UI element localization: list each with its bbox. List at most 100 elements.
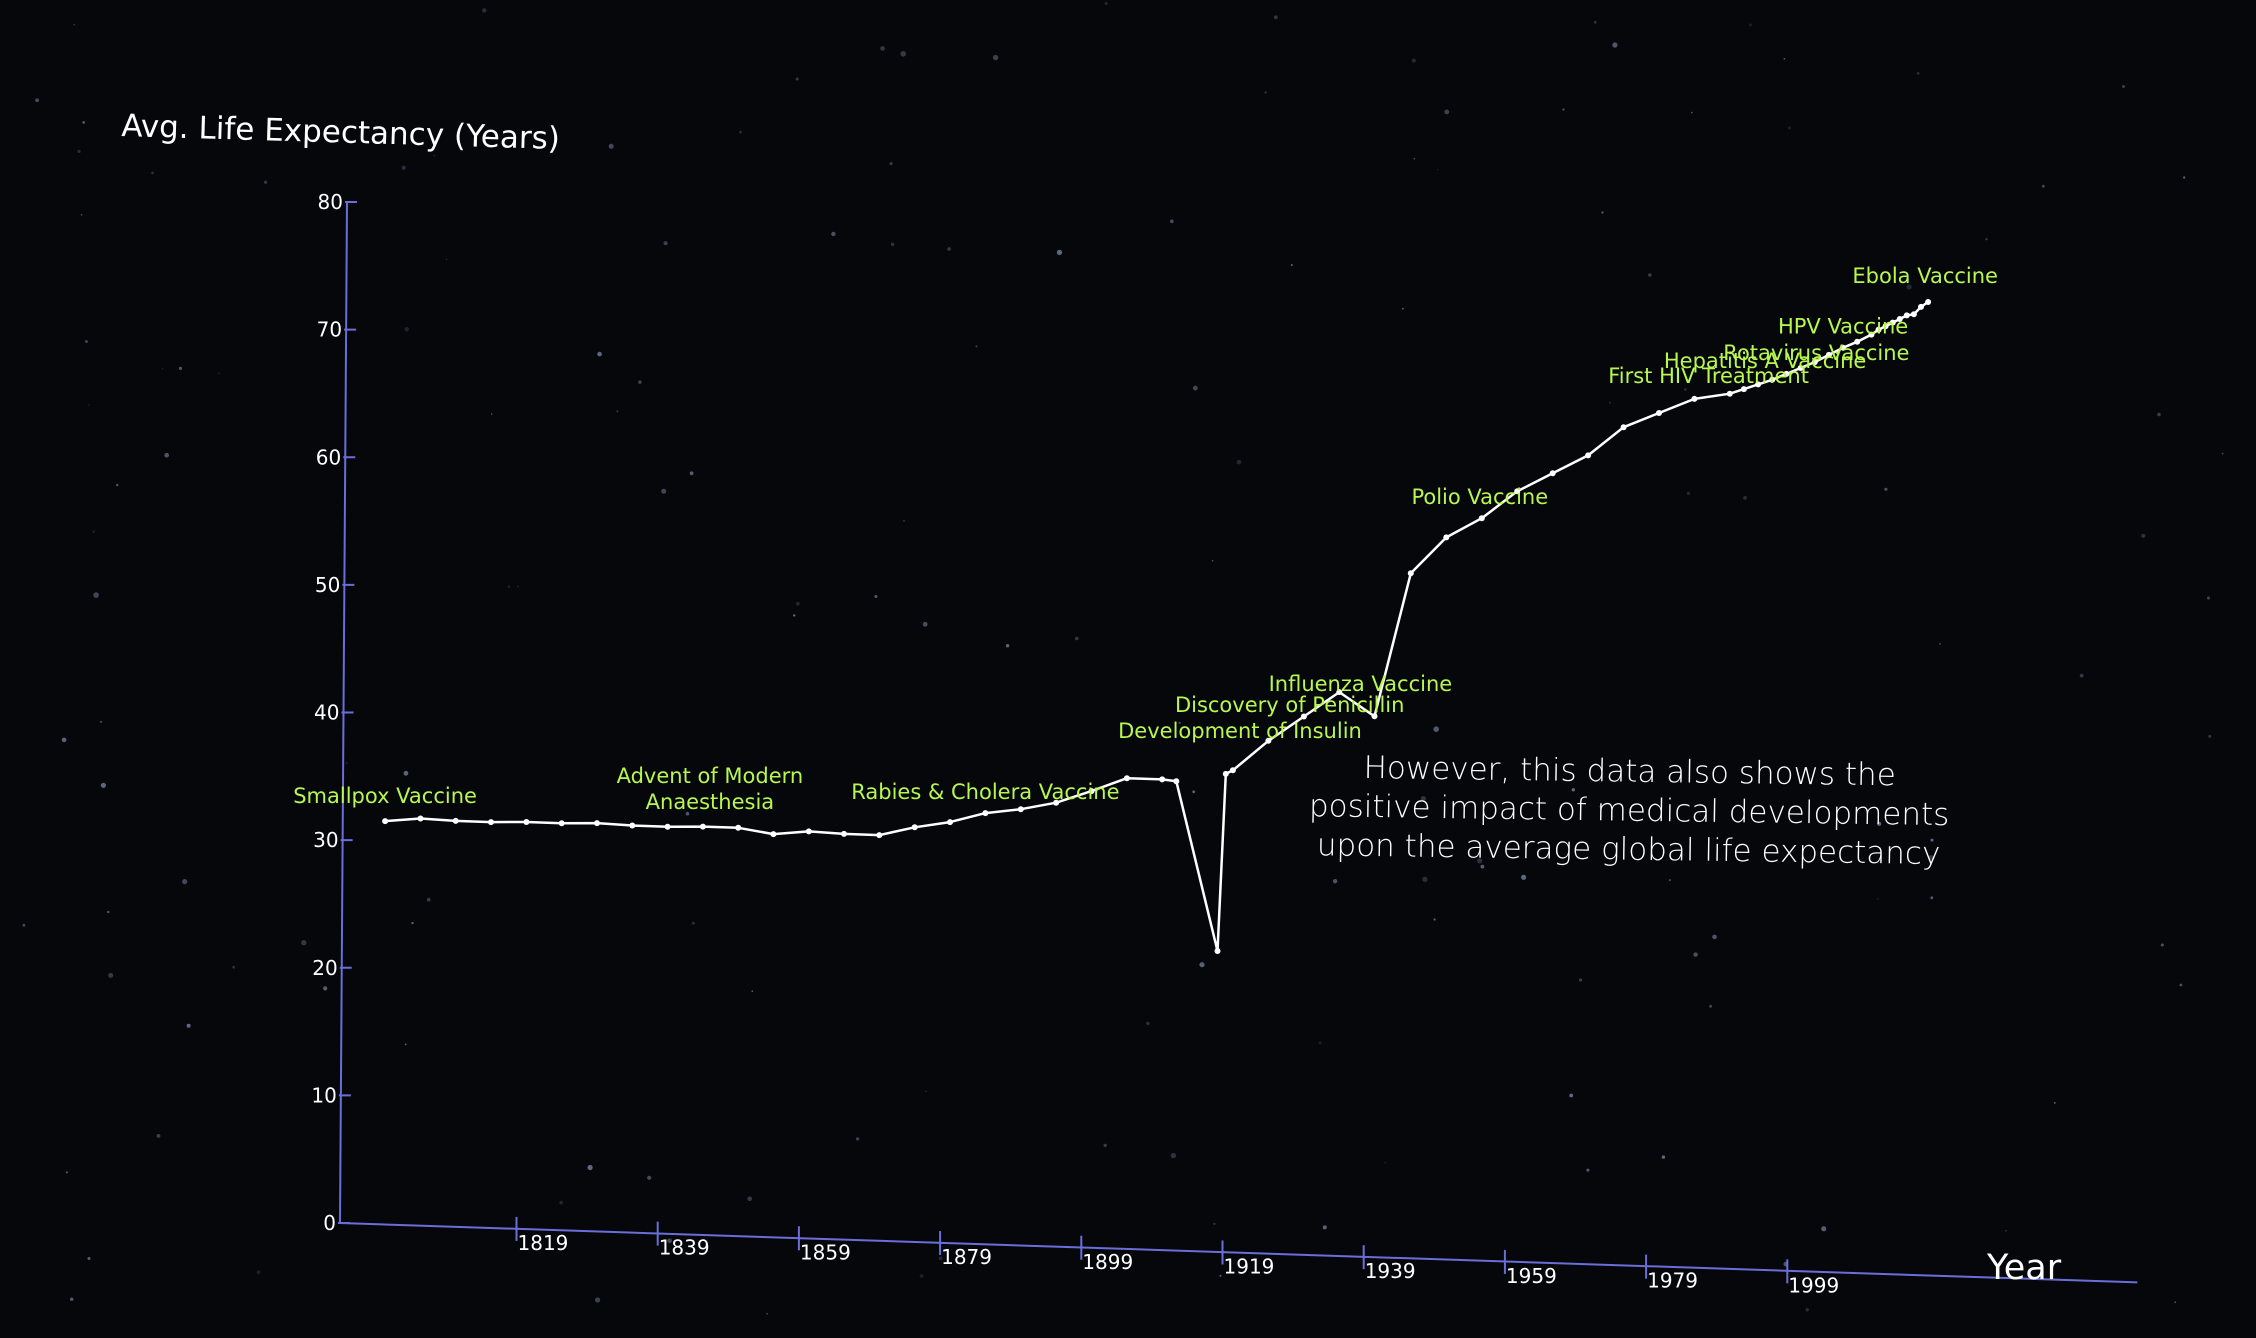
data-point: [1407, 570, 1414, 577]
data-point: [1889, 319, 1896, 326]
star-dot: [922, 621, 928, 627]
milestone-label-line: Development of Insulin: [1118, 719, 1362, 743]
star-dot: [411, 921, 414, 925]
star-dot: [689, 471, 694, 476]
star-dot: [1709, 1004, 1713, 1008]
milestone-label: Rabies & Cholera Vaccine: [851, 780, 1119, 804]
star-dot: [1749, 23, 1752, 27]
star-dot: [2157, 412, 2161, 417]
star-dot: [161, 368, 164, 370]
star-dot: [2141, 533, 2146, 539]
star-dot: [1598, 805, 1601, 808]
star-dot: [1075, 636, 1079, 641]
y-tick-label: 40: [314, 701, 339, 725]
star-dot: [301, 940, 307, 946]
data-point: [558, 820, 565, 827]
star-dot: [1104, 2, 1108, 5]
milestone-label-line: First HIV Treatment: [1608, 364, 1809, 388]
star-dot: [1691, 111, 1693, 114]
data-point: [1783, 370, 1790, 377]
milestone-label-line: Ebola Vaccine: [1852, 264, 1998, 288]
data-point: [1691, 395, 1698, 402]
star-dot: [1608, 401, 1611, 404]
star-dot: [1985, 238, 1988, 241]
star-dot: [795, 601, 800, 606]
starfield-background: [22, 2, 2224, 1315]
star-dot: [1005, 644, 1010, 648]
star-dot: [1779, 322, 1784, 327]
data-point: [841, 830, 847, 837]
star-dot: [1192, 790, 1196, 794]
star-dot: [85, 340, 88, 343]
star-dot: [1821, 1226, 1827, 1232]
data-point: [594, 820, 600, 827]
star-dot: [218, 372, 220, 375]
star-dot: [1668, 879, 1671, 882]
star-dot: [323, 986, 328, 991]
star-dot: [1693, 952, 1698, 957]
star-dot: [491, 413, 493, 415]
star-dot: [855, 1137, 860, 1141]
star-dot: [100, 782, 106, 788]
star-dot: [2005, 1230, 2007, 1232]
star-dot: [1930, 838, 1934, 842]
star-dot: [661, 488, 667, 494]
data-point: [1514, 488, 1521, 495]
data-point: [1173, 778, 1180, 785]
data-point: [1336, 689, 1343, 696]
star-dot: [992, 54, 999, 61]
star-dot: [87, 1257, 91, 1260]
y-tick-label: 30: [313, 828, 338, 852]
star-dot: [975, 345, 978, 348]
milestone-label: Ebola Vaccine: [1852, 264, 1998, 288]
star-dot: [795, 77, 799, 81]
star-dot: [2207, 596, 2210, 600]
milestone-label-line: Anaesthesia: [646, 790, 775, 814]
star-dot: [880, 46, 885, 51]
star-dot: [608, 143, 614, 149]
star-dot: [22, 923, 26, 927]
star-dot: [426, 897, 431, 902]
star-dot: [1332, 879, 1338, 884]
star-dot: [1318, 1041, 1322, 1045]
star-dot: [1273, 15, 1278, 20]
star-dot: [345, 762, 348, 764]
data-point: [1123, 775, 1130, 782]
data-point: [629, 822, 636, 829]
star-dot: [70, 1297, 74, 1301]
x-tick-label: 1959: [1506, 1264, 1557, 1288]
x-axis-line: [339, 1222, 2138, 1284]
data-point: [1769, 376, 1776, 383]
data-point: [1214, 948, 1221, 954]
star-dot: [1521, 874, 1527, 880]
star-dot: [1056, 249, 1063, 256]
star-dot: [1146, 1021, 1150, 1026]
star-dot: [1906, 284, 1912, 290]
star-dot: [793, 614, 796, 617]
star-dot: [1480, 864, 1485, 869]
star-dot: [616, 410, 619, 413]
milestone-label-line: Discovery of Penicillin: [1175, 693, 1405, 717]
star-dot: [587, 1164, 593, 1171]
star-dot: [264, 180, 268, 184]
star-dot: [35, 98, 39, 103]
star-dot: [482, 8, 487, 13]
star-dot: [517, 585, 519, 588]
star-dot: [544, 141, 547, 143]
data-point: [1896, 316, 1903, 322]
y-tick-label: 70: [317, 318, 342, 342]
star-dot: [1884, 487, 1888, 491]
y-tick-label: 10: [311, 1083, 336, 1107]
star-dot: [107, 910, 110, 914]
star-dot: [1236, 459, 1242, 465]
star-dot: [92, 530, 95, 533]
data-point: [947, 819, 953, 826]
star-dot: [597, 351, 602, 357]
star-dot: [151, 171, 154, 175]
star-dot: [747, 1196, 752, 1202]
star-dot: [638, 380, 642, 384]
data-point: [1229, 767, 1236, 774]
star-dot: [2122, 85, 2125, 88]
data-point: [417, 815, 424, 822]
data-point: [1478, 515, 1485, 522]
